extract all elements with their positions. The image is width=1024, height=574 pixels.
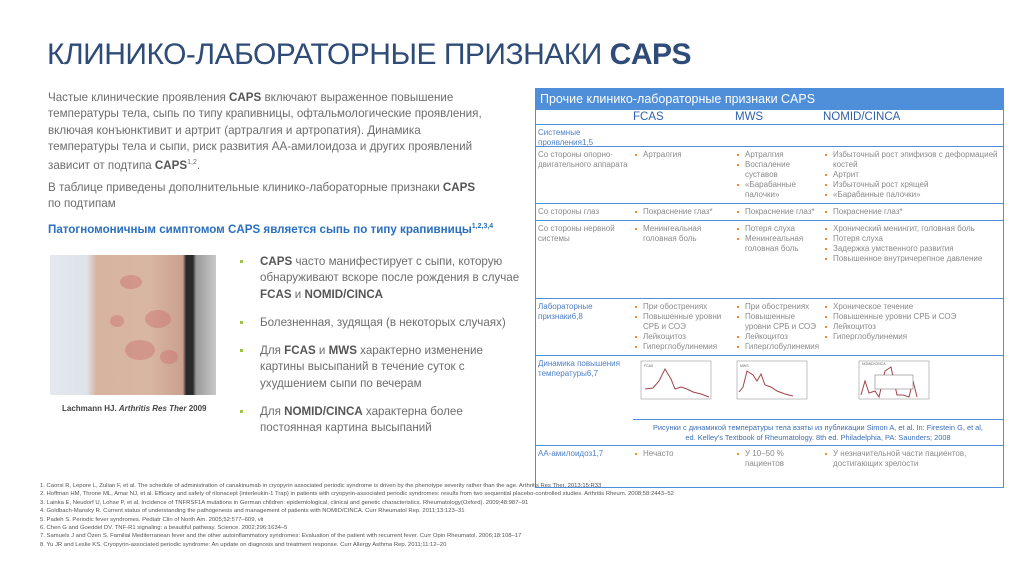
highlight-statement: Патогномоничным симптомом CAPS является … (48, 223, 494, 236)
cell-item: Гиперглобулинемия (823, 332, 1003, 342)
cell-mws: При обострениях Повышенные уровни СРБ и С… (735, 302, 823, 352)
table-row: Со стороны опорно-двигательного аппарата… (536, 146, 1003, 203)
reference-item: 7. Samuels J and Özen S. Familial Medite… (40, 533, 522, 540)
page-title: КЛИНИКО-ЛАБОРАТОРНЫЕ ПРИЗНАКИ CAPS (47, 38, 692, 71)
nomid-temperature-chart: NOMID/CINCA (858, 360, 930, 400)
bullet-item: CAPS часто манифестирует с сыпи, которую… (240, 254, 520, 303)
photo-caption: Lachmann HJ. Arthritis Res Ther 2009 (62, 404, 207, 413)
table-row: Со стороны глаз Покраснение глаз* Покрасне… (536, 203, 1003, 220)
cell-item: Задержка умственного развития (823, 244, 1003, 254)
reference-item: 4. Goldbach-Mansky R. Current status of … (40, 508, 465, 515)
cell-mws: Артралгия Воспаление суставов «Барабанные … (735, 150, 823, 200)
rash-photo (50, 255, 216, 395)
cell-item: Гиперглобулинемия (735, 342, 823, 352)
fcas-temperature-chart: FCAS (640, 360, 712, 400)
row-label: Со стороны опорно-двигательного аппарата (538, 150, 628, 169)
cell-nomid: Хроническое течение Повышенные уровни СРБ… (823, 302, 1003, 352)
row-label: Системные проявления1,5 (538, 128, 594, 147)
cell-mws: У 10–50 % пациентов (735, 449, 823, 484)
table-row: Со стороны нервной системы Менингеальная … (536, 220, 1003, 298)
table-row: АА-амилоидоз1,7 Нечасто У 10–50 % пациенто… (536, 445, 1003, 487)
cell-item: Покраснение глаз* (735, 207, 823, 217)
cell-fcas: Менингеальная головная боль (633, 224, 735, 295)
cell-item: Потеря слуха (823, 234, 1003, 244)
cell-item: Повышенное внутричерепное давление (823, 254, 1003, 264)
cell-item: «Барабанные палочки» (735, 180, 823, 200)
cell-item: Лейкоцитоз (823, 322, 1003, 332)
cell-nomid: Хронический менингит, головная боль Потер… (823, 224, 1003, 295)
cell-item: Избыточный рост хрящей (823, 180, 1003, 190)
reference-item: 3. Lainka E, Neudorf U, Lohse P, et al. … (40, 499, 529, 506)
cell-fcas: Покраснение глаз* (633, 207, 735, 217)
table-row-temperature: Динамика повышения температуры6,7 FCAS M… (536, 355, 1003, 419)
cell-item: Лейкоцитоз (735, 332, 823, 342)
reference-item: 6. Chen G and Goeddel DV. TNF-R1 signali… (40, 525, 288, 532)
column-header-nomid: NOMID/CINCA (823, 111, 901, 123)
cell-item: Менингеальная головная боль (633, 224, 735, 244)
chart-label: FCAS (644, 364, 654, 368)
cell-fcas: Артралгия (633, 150, 735, 200)
mws-temperature-chart: MWS (736, 360, 808, 400)
cell-fcas: Нечасто (633, 449, 735, 484)
charts-source-caption: Рисунки с динамикой температуры тела взя… (633, 419, 1003, 445)
cell-item: При обострениях (735, 302, 823, 312)
cell-item: Артралгия (735, 150, 823, 160)
cell-item: Менингеальная головная боль (735, 234, 823, 254)
row-label: АА-амилоидоз1,7 (538, 449, 604, 458)
cell-nomid: У незначительной части пациентов, достиг… (823, 449, 1003, 484)
table-column-headers: FCAS MWS NOMID/CINCA (536, 109, 1003, 124)
bullet-item: Для NOMID/CINCA характерна более постоян… (240, 404, 520, 437)
reference-item: 2. Hoffman HM, Throne ML, Amar NJ, et al… (40, 491, 674, 498)
cell-item: Повышенные уровни СРБ и СОЭ (823, 312, 1003, 322)
cell-item: Покраснение глаз* (633, 207, 735, 217)
cell-item: Избыточный рост эпифизов с деформацией к… (823, 150, 1003, 170)
row-label: Со стороны глаз (538, 207, 600, 216)
cell-item: Артрит (823, 170, 1003, 180)
intro-paragraph: Частые клинические проявления CAPS включ… (48, 91, 482, 173)
row-label: Со стороны нервной системы (538, 224, 615, 243)
cell-item: Хроническое течение (823, 302, 1003, 312)
rash-bullets: CAPS часто манифестирует с сыпи, которую… (240, 254, 520, 449)
column-header-fcas: FCAS (633, 111, 664, 123)
reference-item: 5. Padeh S. Periodic fever syndromes. Pe… (40, 516, 264, 523)
cell-item: «Барабанные палочки» (823, 190, 1003, 200)
bullet-item: Для FCAS и MWS характерно изменение карт… (240, 343, 520, 392)
chart-label: MWS (740, 364, 749, 368)
cell-item: Повышенные уровни СРБ и СОЭ (633, 312, 735, 332)
cell-nomid: Избыточный рост эпифизов с деформацией к… (823, 150, 1003, 200)
fcas-temperature-line (644, 367, 710, 398)
cell-item: Хронический менингит, головная боль (823, 224, 1003, 234)
row-label: Лабораторные признаки6,8 (538, 302, 593, 321)
cell-mws: Покраснение глаз* (735, 207, 823, 217)
reference-item: 8. Yu JR and Leslie KS. Cryopyrin-associ… (40, 541, 447, 548)
cell-fcas: При обострениях Повышенные уровни СРБ и С… (633, 302, 735, 352)
table-row: Лабораторные признаки6,8 При обострениях П… (536, 298, 1003, 355)
chart-label: NOMID/CINCA (862, 362, 886, 366)
cell-item: Повышенные уровни СРБ и СОЭ (735, 312, 823, 332)
table-row-systemic: Системные проявления1,5 (536, 124, 1003, 147)
bullet-item: Болезненная, зудящая (в некоторых случая… (240, 315, 520, 331)
cell-item: Нечасто (633, 449, 735, 459)
chart-annotation-box (874, 374, 914, 390)
table-title: Прочие клинико-лабораторные признаки CAP… (536, 89, 1003, 109)
cell-item: Лейкоцитоз (633, 332, 735, 342)
column-header-mws: MWS (735, 111, 764, 123)
reference-item: 1. Caorsi R, Lepore L, Zulian F, et al. … (40, 483, 602, 489)
row-label: Динамика повышения температуры6,7 (538, 359, 620, 378)
cell-item: У незначительной части пациентов, достиг… (823, 449, 1003, 469)
cell-item: Воспаление суставов (735, 160, 823, 180)
table-intro-paragraph: В таблице приведены дополнительные клини… (48, 181, 476, 211)
mws-temperature-line (738, 370, 794, 397)
cell-item: Потеря слуха (735, 224, 823, 234)
cell-mws: Потеря слуха Менингеальная головная боль (735, 224, 823, 295)
caps-features-table: Прочие клинико-лабораторные признаки CAP… (535, 88, 1004, 488)
cell-item: У 10–50 % пациентов (735, 449, 823, 469)
references-list: 1. Caorsi R, Lepore L, Zulian F, et al. … (40, 482, 674, 549)
cell-item: Гиперглобулинемия (633, 342, 735, 352)
cell-item: Покраснение глаз* (823, 207, 1003, 217)
cell-item: Артралгия (633, 150, 735, 160)
cell-item: При обострениях (633, 302, 735, 312)
nomid-temperature-line (860, 366, 918, 399)
cell-nomid: Покраснение глаз* (823, 207, 1003, 217)
